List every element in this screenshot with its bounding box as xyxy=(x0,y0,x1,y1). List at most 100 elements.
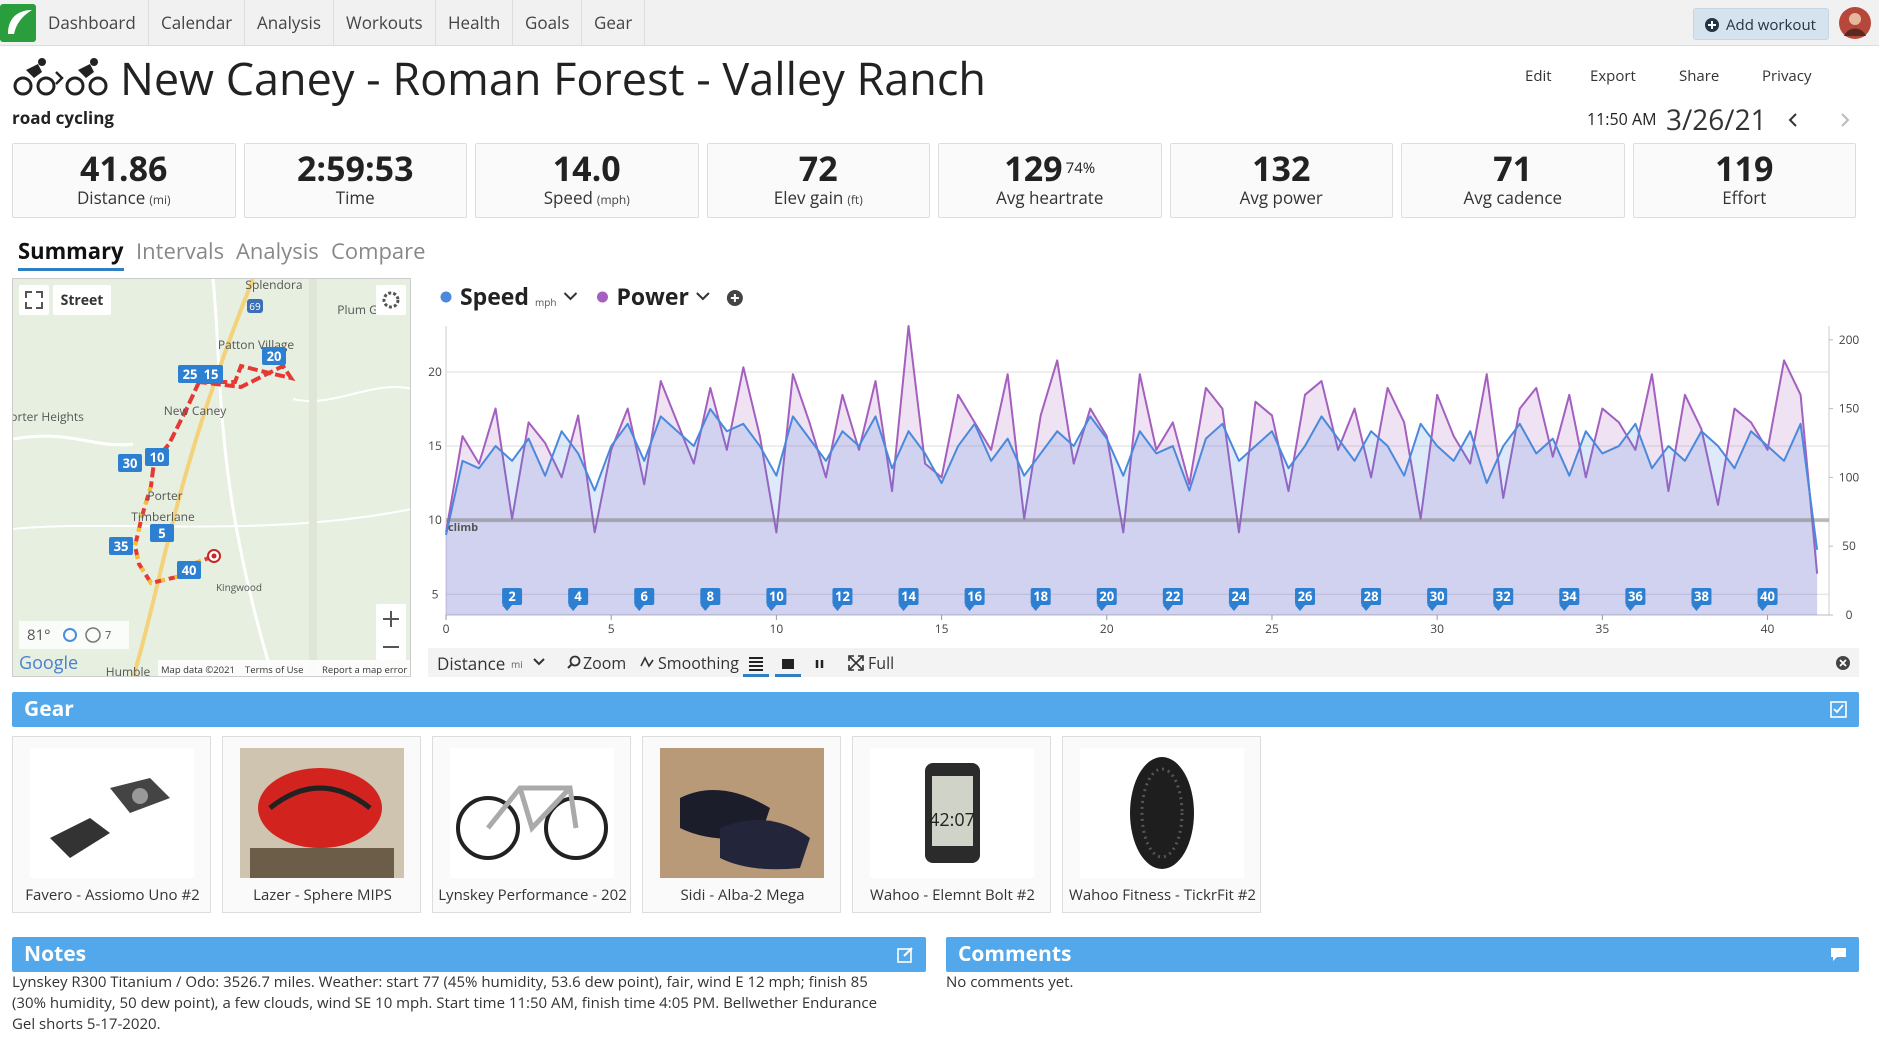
nav-bar: Dashboard Calendar Analysis Workouts Health G… xyxy=(0,0,1879,46)
smoothing-button[interactable]: Smoothing xyxy=(658,652,739,674)
x-axis-select[interactable]: Distance xyxy=(437,652,506,675)
edit-notes[interactable] xyxy=(897,946,914,963)
lap-label: 4 xyxy=(574,587,582,605)
series-area xyxy=(446,408,1818,615)
legend-label[interactable]: Speed xyxy=(460,280,529,312)
tab[interactable]: Compare xyxy=(331,236,426,266)
gear-item[interactable]: 42:07 Wahoo - Elemnt Bolt #2 xyxy=(852,736,1051,913)
legend-chevron[interactable] xyxy=(563,292,578,301)
smoothing-icon xyxy=(640,656,654,668)
map-footer[interactable]: Terms of Use xyxy=(245,663,303,676)
lap-pointer xyxy=(568,605,579,611)
nav-item[interactable]: Gear xyxy=(582,0,646,46)
avatar[interactable] xyxy=(1838,6,1872,40)
add-workout-button[interactable]: Add workout xyxy=(1693,8,1829,40)
add-comment[interactable] xyxy=(1830,947,1847,962)
fullscreen-button[interactable] xyxy=(19,285,49,315)
lap-label: 36 xyxy=(1628,587,1643,605)
lap-marker xyxy=(1691,588,1712,605)
close-chart[interactable] xyxy=(1835,655,1851,671)
nav-item[interactable]: Calendar xyxy=(149,0,246,46)
nav-item[interactable]: Health xyxy=(436,0,514,46)
stat-card: 132 Avg power xyxy=(1169,143,1393,218)
stat-label-row: Avg heartrate xyxy=(939,188,1161,208)
place-label: Splendora xyxy=(245,279,302,293)
stat-value-row: 71 xyxy=(1402,148,1624,188)
route-marker xyxy=(150,524,174,542)
legend-dot xyxy=(596,291,608,303)
header-action[interactable]: Privacy xyxy=(1762,66,1812,86)
view-buttons[interactable] xyxy=(743,651,853,677)
y-tick-label: 20 xyxy=(428,363,442,380)
map-canvas: Splendora Plum Grove Patton Village New … xyxy=(13,279,410,677)
lap-label: 30 xyxy=(1430,587,1445,605)
route-marker-label: 40 xyxy=(182,561,197,579)
gear-name: Lynskey Performance - 202 xyxy=(438,885,627,905)
edit-gear[interactable] xyxy=(1830,701,1847,718)
y2-tick-label: 200 xyxy=(1839,331,1859,348)
gear-image: 42:07 xyxy=(870,748,1034,878)
route-marker xyxy=(178,365,202,383)
tab[interactable]: Summary xyxy=(18,236,124,271)
gear-item[interactable]: Wahoo Fitness - TickrFit #2 xyxy=(1062,736,1261,913)
gear-item[interactable]: Lynskey Performance - 202 xyxy=(432,736,631,913)
full-button[interactable]: Full xyxy=(868,652,895,674)
tab[interactable]: Intervals xyxy=(136,236,225,266)
map[interactable]: Splendora Plum Grove Patton Village New … xyxy=(12,278,411,677)
stat-value: 41.86 xyxy=(80,145,168,191)
tab[interactable]: Analysis xyxy=(236,236,319,266)
svg-text:42:07: 42:07 xyxy=(929,808,975,832)
notes-text: Lynskey R300 Titanium / Odo: 3526.7 mile… xyxy=(12,972,878,1034)
header-action[interactable]: Edit xyxy=(1525,66,1552,86)
lap-marker xyxy=(1625,588,1646,605)
stat-label: Elev gain xyxy=(773,186,844,209)
lap-marker xyxy=(1361,588,1382,605)
header-action[interactable]: Share xyxy=(1679,66,1720,86)
map-settings[interactable] xyxy=(376,285,406,315)
workout-date: 3/26/21 xyxy=(1666,101,1767,139)
stat-value-row: 72 xyxy=(708,148,930,188)
stat-label-row: Avg power xyxy=(1171,188,1393,208)
lap-marker xyxy=(964,588,985,605)
stat-card: 14.0 Speed (mph) xyxy=(475,143,699,218)
lap-pointer xyxy=(1757,605,1768,611)
map-footer[interactable]: Report a map error xyxy=(322,663,407,676)
gear-item[interactable]: Favero - Assiomo Uno #2 xyxy=(12,736,211,913)
lap-label: 16 xyxy=(967,587,982,605)
lap-pointer xyxy=(964,605,975,611)
workout-title: New Caney - Roman Forest - Valley Ranch xyxy=(120,48,987,109)
stat-card: 71 Avg cadence xyxy=(1401,143,1625,218)
nav-item[interactable]: Goals xyxy=(513,0,583,46)
wind-speed: 7 xyxy=(105,628,111,643)
weather-temp: 81° xyxy=(27,625,51,645)
place-label: New Caney xyxy=(164,402,228,419)
legend-chevron[interactable] xyxy=(696,292,710,301)
gear-header: Gear xyxy=(12,692,1859,727)
layer-button[interactable] xyxy=(53,285,111,315)
nav-item[interactable]: Analysis xyxy=(245,0,334,46)
chevron[interactable] xyxy=(532,657,546,667)
lap-marker xyxy=(1096,588,1117,605)
route-marker-label: 25 xyxy=(183,365,198,383)
legend-label[interactable]: Power xyxy=(616,280,688,312)
date-arrows[interactable] xyxy=(1786,110,1856,130)
stat-label: Avg cadence xyxy=(1463,186,1563,209)
gear-item[interactable]: Lazer - Sphere MIPS xyxy=(222,736,421,913)
gear-item[interactable]: Sidi - Alba-2 Mega xyxy=(642,736,841,913)
nav-item[interactable]: Dashboard xyxy=(36,0,149,46)
gear-name: Favero - Assiomo Uno #2 xyxy=(25,885,200,905)
nav-item[interactable]: Workouts xyxy=(334,0,436,46)
notes-header: Notes xyxy=(12,937,926,972)
lap-pointer xyxy=(700,605,711,611)
stat-card: 41.86 Distance (mi) xyxy=(12,143,236,218)
series-area xyxy=(446,326,1818,615)
stat-value-row: 119 xyxy=(1634,148,1856,188)
stat-label-row: Avg cadence xyxy=(1402,188,1624,208)
route-marker-label: 20 xyxy=(267,347,282,365)
place-label: Humble xyxy=(106,663,151,677)
stat-value: 72 xyxy=(798,145,838,191)
logo[interactable] xyxy=(0,4,36,42)
zoom-button[interactable]: Zoom xyxy=(583,652,627,674)
header-action[interactable]: Export xyxy=(1590,66,1636,86)
